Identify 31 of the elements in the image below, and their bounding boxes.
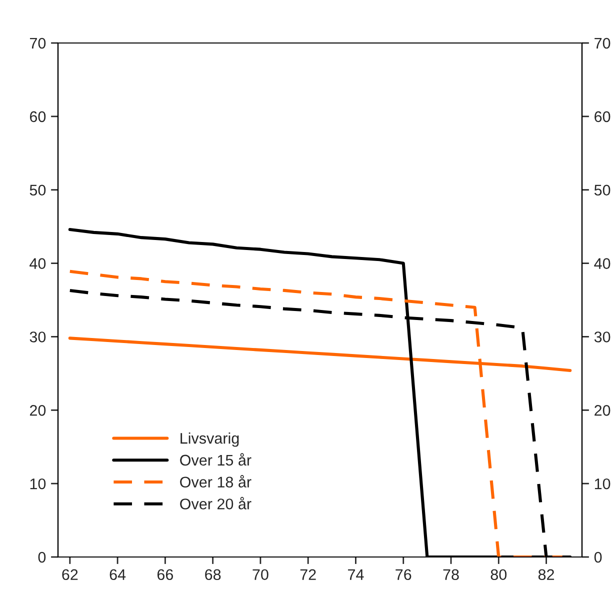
x-tick-label: 62 [62,569,78,580]
legend-label: Over 20 år [180,496,252,510]
x-tick-label: 80 [490,569,507,580]
legend-label: Over 15 år [180,453,252,466]
x-tick-label: 68 [205,569,221,580]
x-tick-label: 64 [110,569,126,580]
y2-tick-label: 40 [594,258,610,269]
x-tick-label: 74 [348,569,364,580]
y2-tick-label: 70 [594,38,610,49]
x-tick-label: 82 [538,569,554,580]
y-tick-label: 60 [30,111,46,122]
y2-tick-label: 50 [594,184,610,196]
x-tick-label: 76 [396,569,412,580]
legend-label: Over 18 år [180,475,252,488]
x-tick-label: 78 [443,569,459,580]
x-tick-label: 72 [300,569,316,580]
y2-tick-label: 0 [594,552,602,563]
y-tick-label: 70 [30,38,46,49]
y-tick-label: 40 [30,258,46,269]
y2-tick-label: 10 [594,478,610,490]
legend-label: Livsvarig [180,432,239,447]
y-tick-label: 50 [30,184,46,196]
y2-tick-label: 20 [594,405,610,416]
y-tick-label: 10 [30,478,46,490]
y2-tick-label: 60 [594,111,610,122]
y-tick-label: 30 [30,332,46,342]
y2-tick-label: 30 [594,332,610,342]
y-tick-label: 20 [30,405,46,416]
y-tick-label: 0 [38,552,46,563]
x-tick-label: 66 [157,569,174,580]
x-tick-label: 70 [252,569,268,580]
